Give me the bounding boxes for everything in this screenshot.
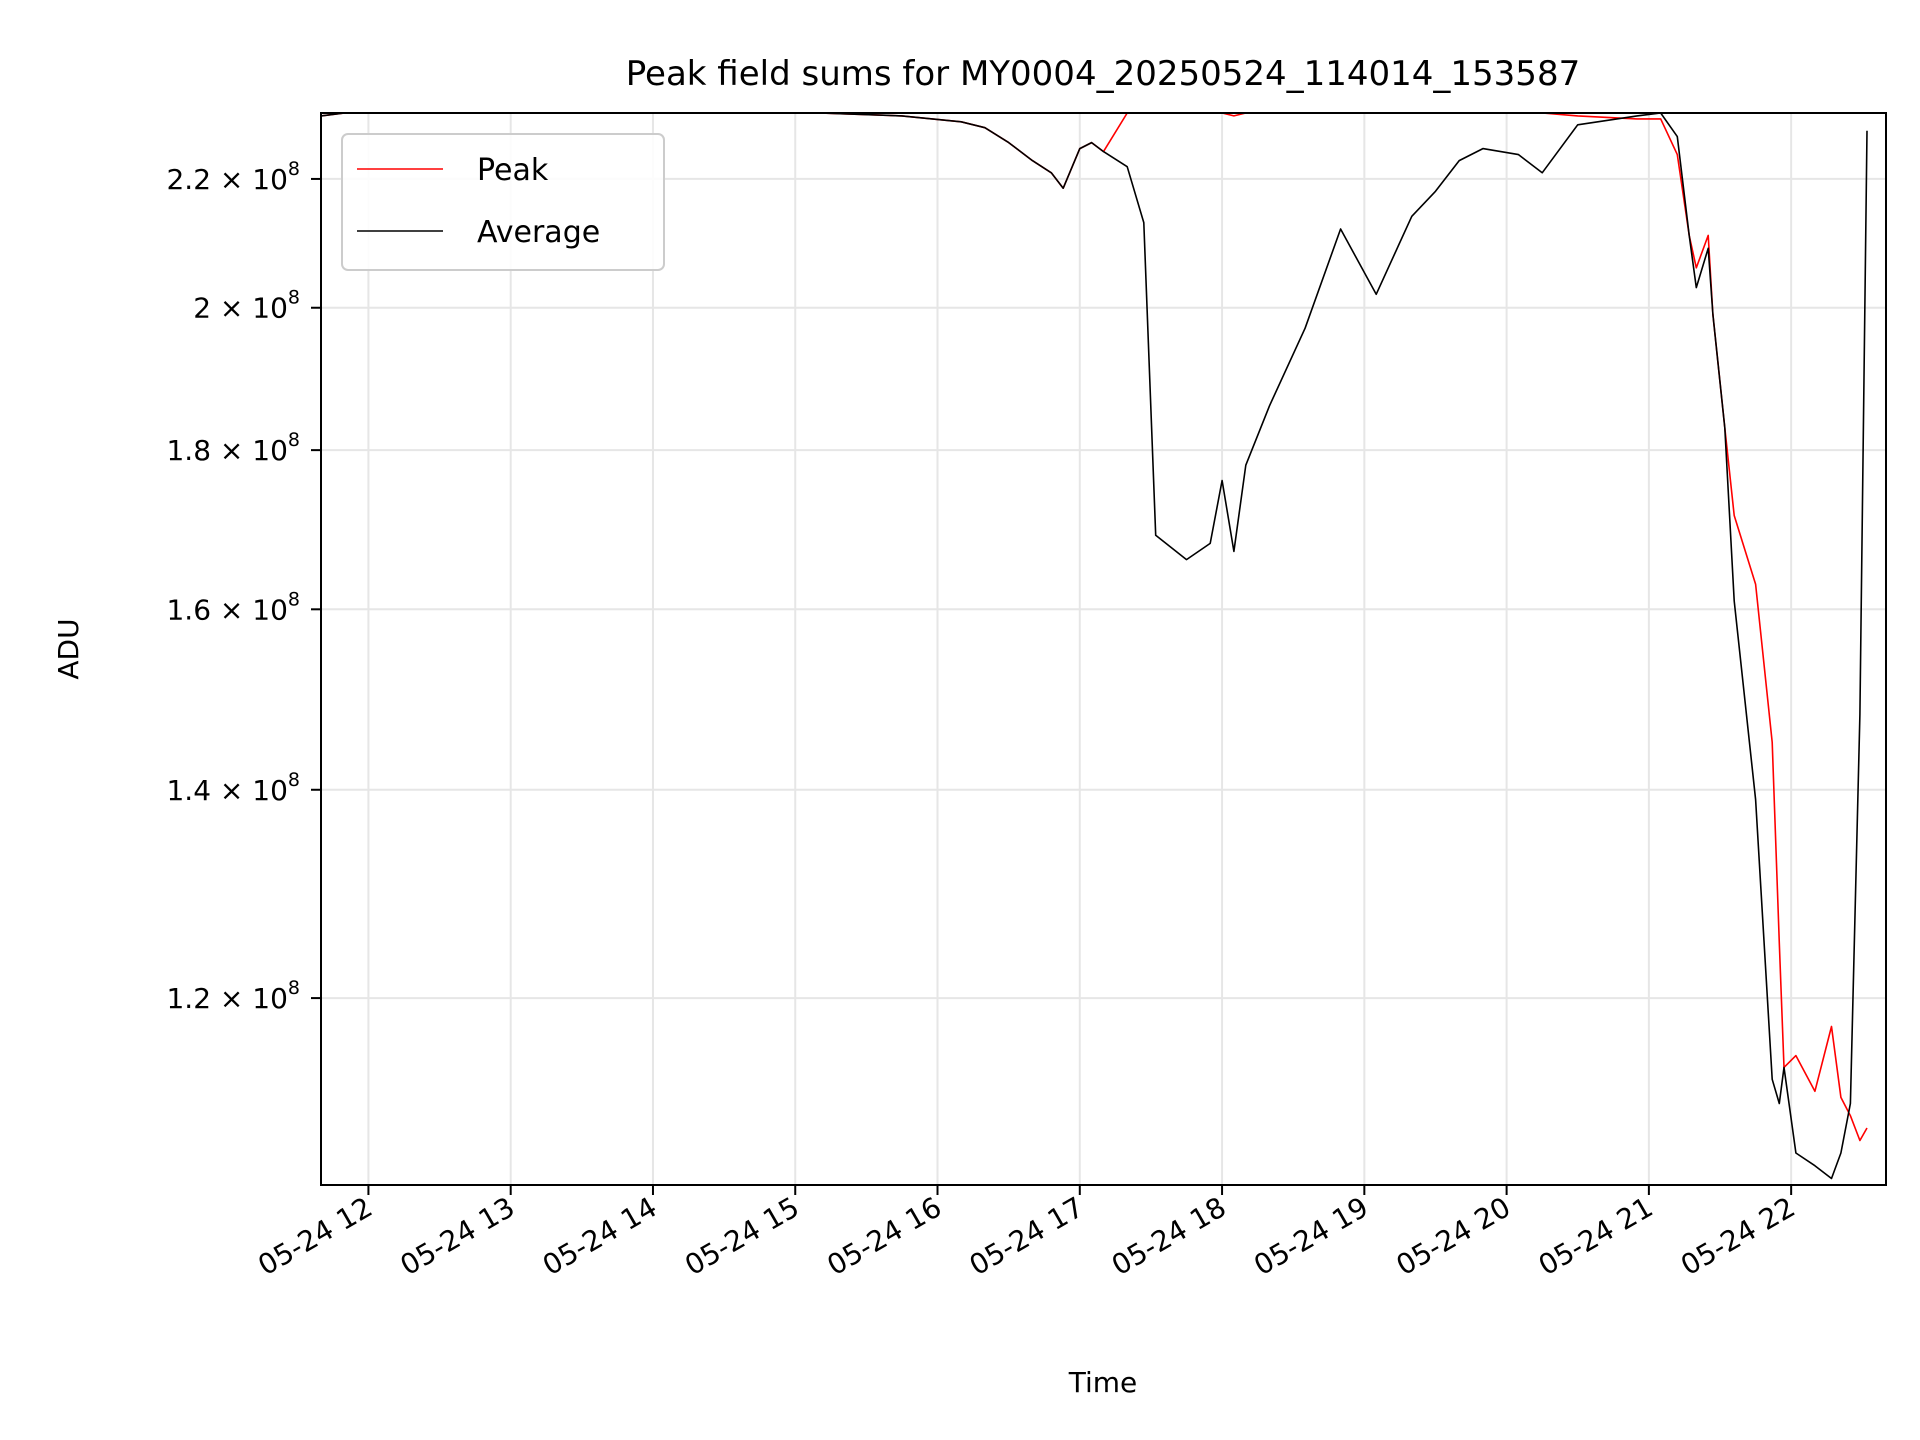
chart-title: Peak field sums for MY0004_20250524_1140…	[626, 54, 1580, 94]
legend: Peak Average	[341, 133, 665, 271]
y-tick-exponent: 8	[288, 287, 300, 309]
y-tick-label: 1.2 × 108	[166, 977, 300, 1015]
series-layer	[321, 113, 1868, 1180]
legend-peak-label: Peak	[477, 153, 549, 188]
x-axis-label: Time	[1068, 1366, 1138, 1399]
y-tick-label: 1.4 × 108	[166, 769, 300, 807]
y-tick-mantissa: 1.6 × 10	[166, 593, 287, 626]
plot-frame	[320, 112, 1887, 1186]
series-line-average	[321, 113, 1868, 1180]
y-tick-exponent: 8	[288, 429, 300, 451]
grid	[321, 113, 1886, 1185]
y-tick-mantissa: 1.4 × 10	[166, 774, 287, 807]
y-tick-label: 2.2 × 108	[166, 158, 300, 196]
y-tick-label: 1.8 × 108	[166, 429, 300, 467]
y-tick-mantissa: 1.2 × 10	[166, 982, 287, 1015]
legend-box	[341, 133, 665, 271]
y-tick-exponent: 8	[288, 769, 300, 791]
y-tick-label: 1.6 × 108	[166, 588, 300, 626]
y-tick-exponent: 8	[288, 158, 300, 180]
y-tick-mantissa: 2 × 10	[193, 292, 288, 325]
y-axis-label: ADU	[52, 618, 85, 679]
y-tick-label: 2 × 108	[193, 287, 300, 325]
y-tick-mantissa: 2.2 × 10	[166, 163, 287, 196]
y-tick-mantissa: 1.8 × 10	[166, 434, 287, 467]
y-tick-exponent: 8	[288, 977, 300, 999]
y-tick-exponent: 8	[288, 588, 300, 610]
legend-average-label: Average	[477, 215, 600, 250]
